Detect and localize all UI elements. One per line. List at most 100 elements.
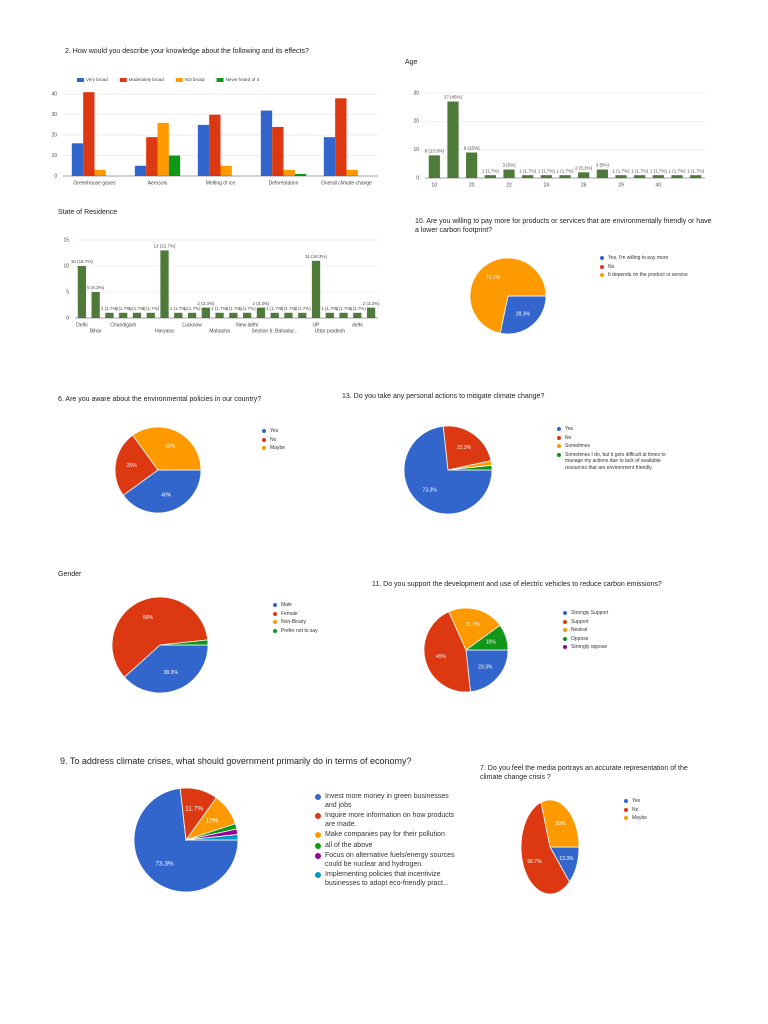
legend-item: Yes, I'm willing to pay more bbox=[600, 255, 710, 262]
data-label: 1 (1.7%) bbox=[239, 306, 257, 311]
bar bbox=[484, 175, 496, 178]
legend-label: Strongly Support bbox=[571, 610, 609, 616]
data-label: 1 (1.7%) bbox=[321, 306, 339, 311]
x-tick-label: Mahastra bbox=[209, 328, 230, 334]
data-label: 1 (1.7%) bbox=[650, 168, 668, 173]
bar bbox=[671, 175, 683, 178]
pie-slice bbox=[185, 834, 239, 841]
legend-label: Inquire more information on how products… bbox=[325, 812, 455, 828]
legend-swatch bbox=[315, 794, 321, 800]
x-tick-label: New delhi bbox=[236, 322, 258, 328]
slice-label: 40% bbox=[161, 493, 172, 499]
x-tick-label: Aerosols bbox=[148, 180, 168, 186]
bar bbox=[71, 143, 84, 176]
bar bbox=[146, 137, 158, 176]
bar bbox=[134, 165, 147, 176]
chart-title: 7. Do you feel the media portrays an acc… bbox=[480, 765, 688, 781]
x-tick-label: Deforestation bbox=[269, 180, 299, 186]
legend-item: Yes bbox=[624, 798, 684, 805]
slice-label: 13.3% bbox=[559, 856, 574, 862]
data-label: 1 (1.7%) bbox=[482, 168, 500, 173]
legend-swatch bbox=[315, 853, 321, 859]
data-label: 1 (1.7%) bbox=[687, 168, 705, 173]
bar bbox=[132, 312, 142, 318]
bar bbox=[174, 312, 183, 318]
y-tick-label: 10 bbox=[51, 153, 57, 159]
pie-slice bbox=[464, 624, 509, 651]
legend-item: all of the above bbox=[315, 842, 455, 851]
legend-swatch bbox=[216, 78, 224, 82]
slice-label: 71.7% bbox=[486, 275, 501, 281]
bar bbox=[168, 155, 181, 176]
y-tick-label: 30 bbox=[51, 112, 57, 118]
legend-label: Female bbox=[281, 610, 298, 617]
pie-slice bbox=[159, 639, 209, 646]
bar bbox=[256, 307, 266, 318]
bar bbox=[77, 266, 87, 318]
legend-swatch bbox=[600, 273, 604, 277]
pie-slice bbox=[448, 607, 501, 651]
y-tick-label: 10 bbox=[63, 263, 69, 269]
data-label: 1 (1.7%) bbox=[128, 306, 146, 311]
pie-slice bbox=[111, 596, 209, 678]
data-label: 27 (45%) bbox=[444, 95, 463, 100]
pie-slice bbox=[465, 649, 509, 693]
x-tick-label: 24 bbox=[544, 182, 550, 188]
bar bbox=[447, 101, 459, 178]
data-label: 1 (1.7%) bbox=[211, 306, 229, 311]
bar bbox=[283, 169, 295, 176]
bar bbox=[220, 165, 232, 176]
legend-swatch bbox=[119, 78, 127, 82]
legend: Strongly Support Support Neutral Oppose Stro… bbox=[563, 610, 643, 653]
pie-slice bbox=[540, 799, 580, 848]
pie-slice bbox=[447, 464, 493, 471]
legend-item: Support bbox=[563, 619, 643, 626]
data-label: 1 (1.7%) bbox=[631, 168, 649, 173]
x-tick-label: 26 bbox=[581, 182, 587, 188]
pie-slice bbox=[423, 611, 471, 693]
legend-label: Focus on alternative fuels/energy source… bbox=[325, 852, 455, 868]
bar bbox=[119, 312, 128, 318]
legend-swatch bbox=[273, 603, 277, 607]
bar bbox=[157, 122, 169, 176]
x-tick-label: Uttar pradesh bbox=[315, 328, 346, 334]
pie-slice bbox=[499, 295, 547, 335]
legend-item: Sometimes I do, but it gets difficult at… bbox=[557, 452, 667, 472]
bar bbox=[615, 175, 627, 178]
legend-item: Neutral bbox=[563, 627, 643, 634]
legend-swatch bbox=[315, 832, 321, 838]
legend-label: It depends on the product or service bbox=[608, 272, 688, 278]
bar bbox=[272, 126, 284, 176]
chart-title: Gender bbox=[58, 571, 82, 578]
legend-swatch bbox=[563, 628, 567, 632]
legend-item: Male bbox=[273, 602, 353, 609]
legend-label: all of the above bbox=[325, 841, 373, 849]
bar bbox=[325, 312, 334, 318]
legend-label: Sometimes I do, but it gets difficult at… bbox=[565, 451, 666, 471]
slice-label: 10% bbox=[205, 818, 218, 825]
legend-swatch bbox=[563, 645, 567, 649]
bar bbox=[284, 312, 293, 318]
bar bbox=[652, 175, 664, 178]
legend-label: Support bbox=[571, 618, 589, 625]
bar bbox=[229, 312, 238, 318]
slice-label: 28.3% bbox=[516, 312, 531, 318]
legend-item: It depends on the product or service bbox=[600, 272, 710, 279]
slice-label: 60% bbox=[143, 615, 154, 621]
x-tick-label: 22 bbox=[506, 182, 512, 188]
legend-swatch bbox=[624, 799, 628, 803]
legend-swatch bbox=[315, 872, 321, 878]
y-tick-label: 0 bbox=[66, 315, 69, 321]
bar bbox=[105, 312, 114, 318]
bar bbox=[335, 98, 347, 176]
data-label: 10 (16.7%) bbox=[71, 259, 94, 264]
legend-item: No bbox=[600, 264, 710, 271]
data-label: 1 (1.7%) bbox=[349, 306, 367, 311]
data-label: 1 (1.7%) bbox=[142, 306, 160, 311]
data-label: 2 (3.3%) bbox=[363, 301, 381, 306]
legend-label: Maybe bbox=[270, 445, 286, 451]
y-tick-label: 15 bbox=[63, 237, 69, 243]
legend-swatch bbox=[557, 427, 561, 431]
bar bbox=[353, 312, 362, 318]
